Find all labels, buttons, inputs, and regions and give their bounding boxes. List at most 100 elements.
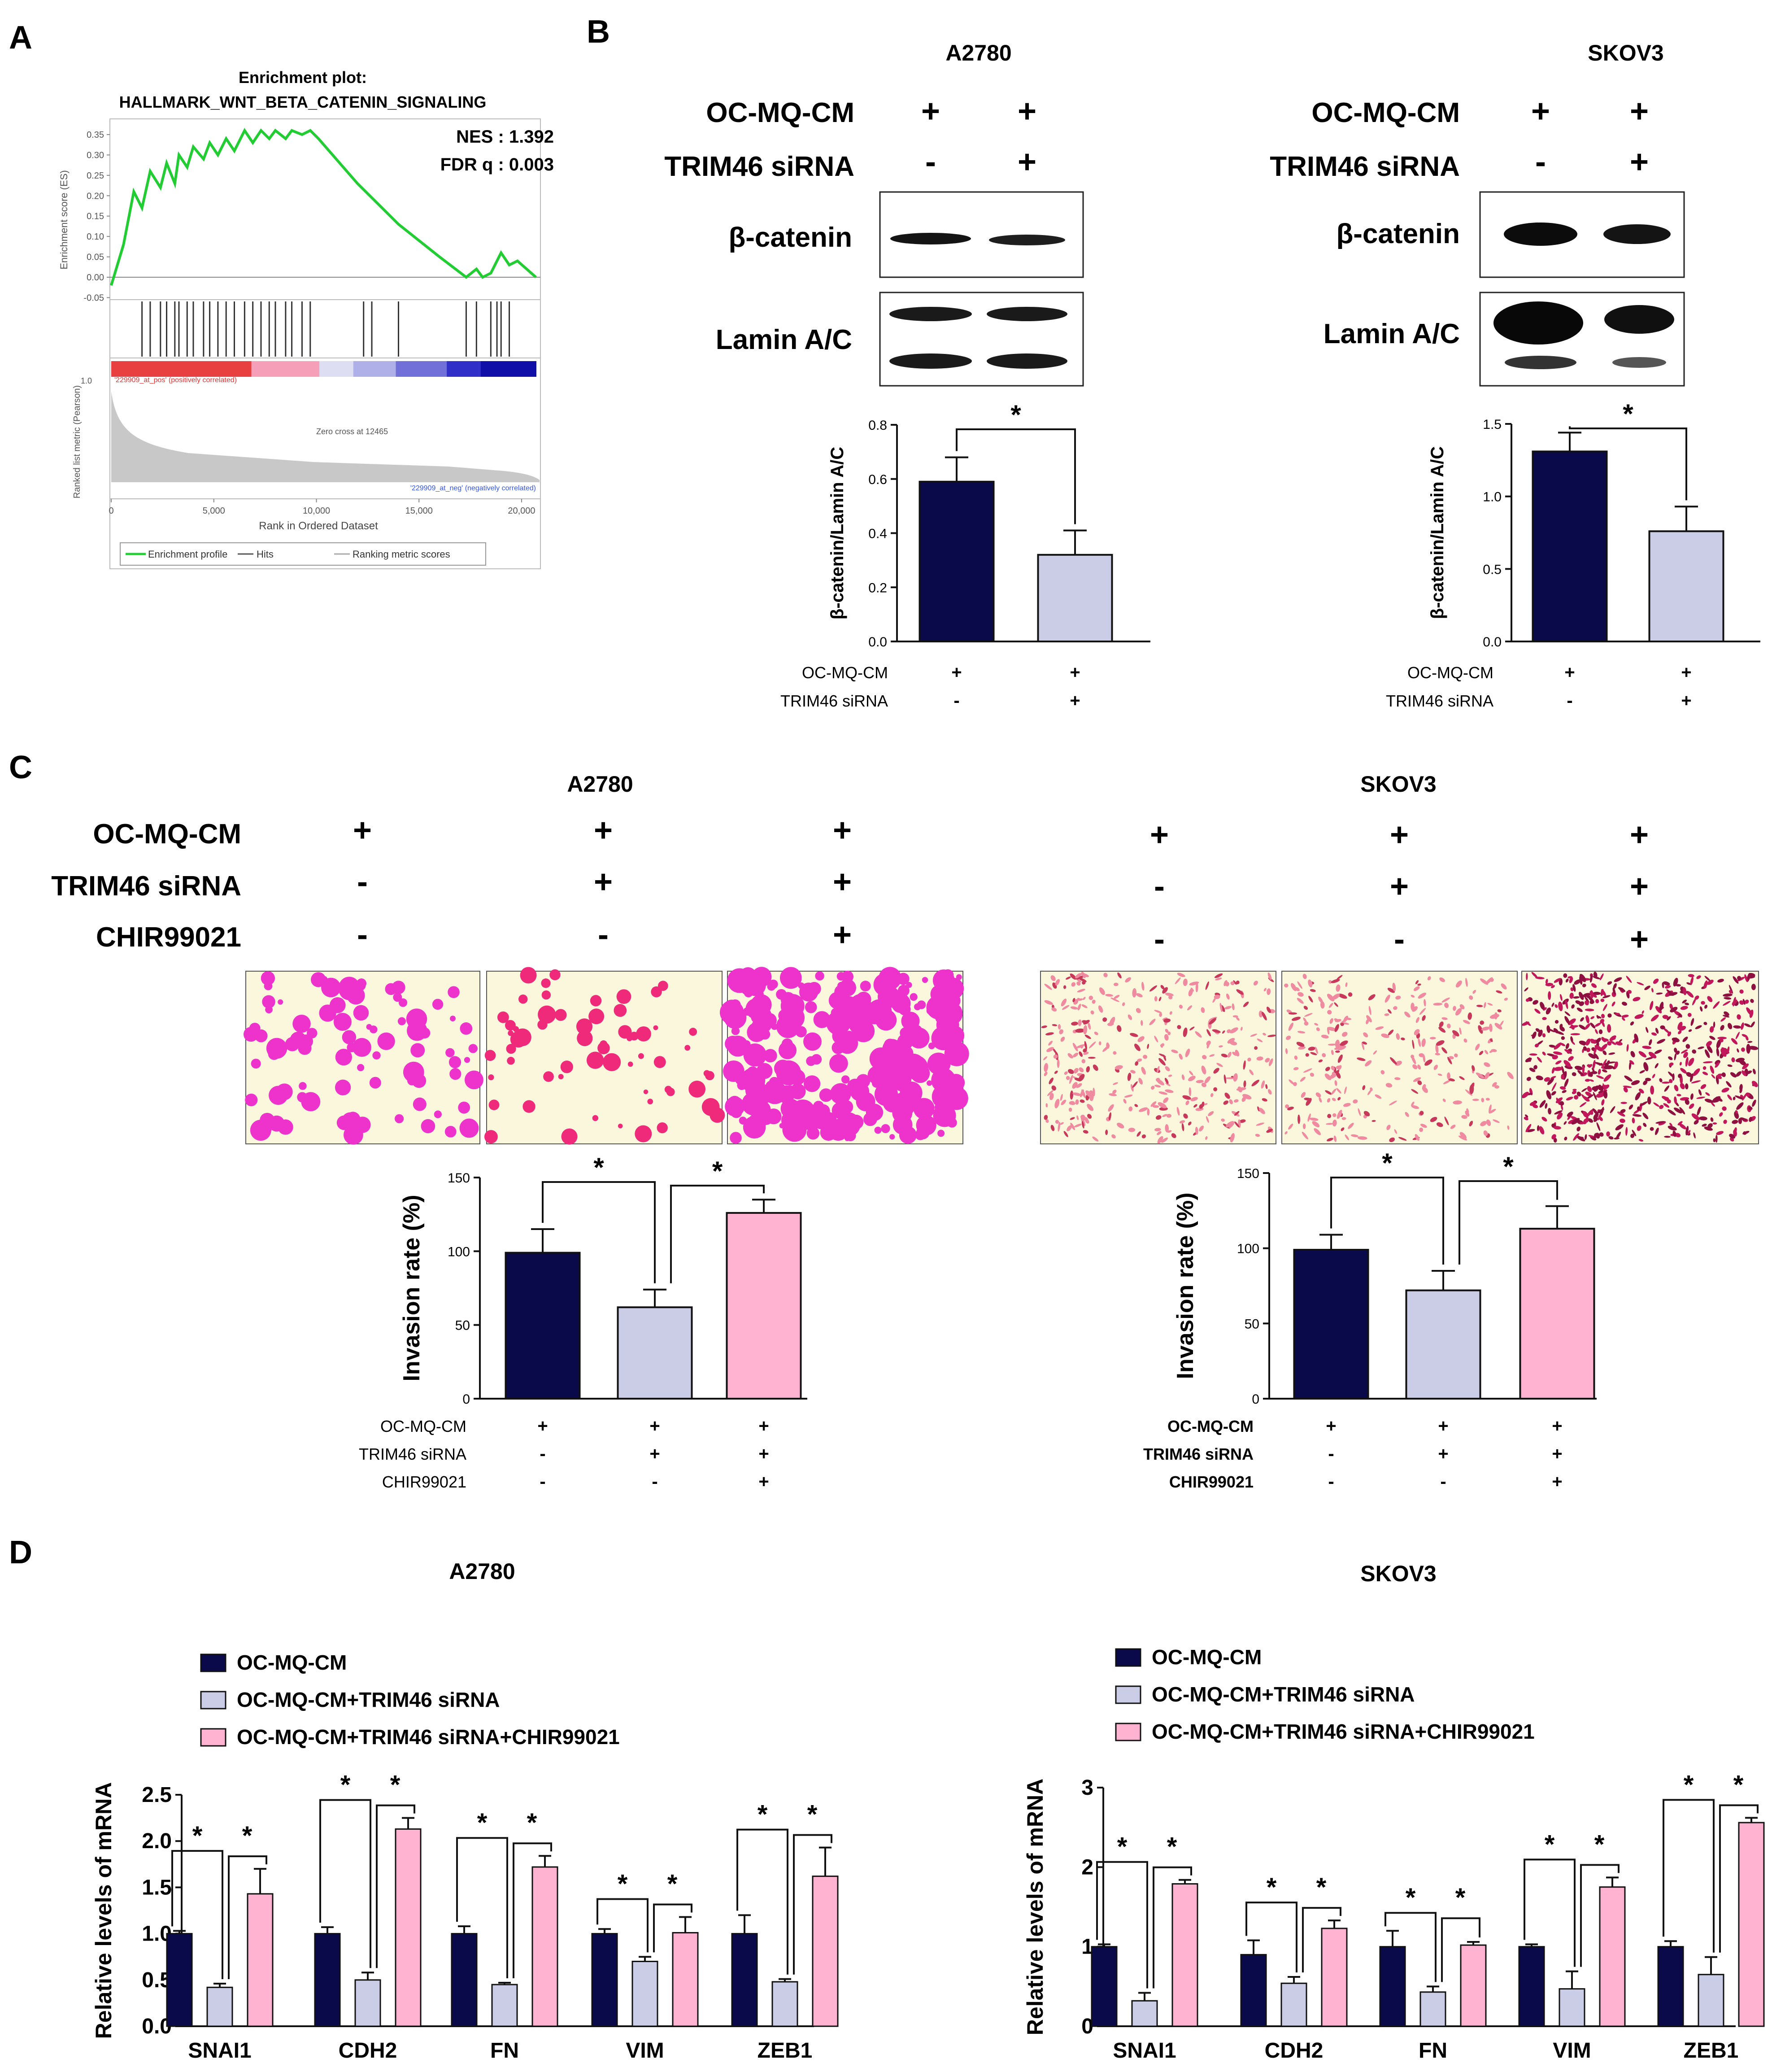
cell-cluster [856,1092,875,1112]
cell [1601,1014,1605,1018]
cell [1655,1121,1665,1124]
cell [1375,1094,1382,1099]
cell [1441,997,1450,1003]
significance-bracket [513,1842,552,1978]
cell [1331,1065,1335,1071]
cell [1113,982,1119,986]
cell [1117,1122,1124,1129]
blot-skov3-lamin-band-1b [1505,356,1576,369]
cell [1241,1096,1246,1102]
cell [1195,1031,1202,1038]
cell [1700,1006,1703,1012]
cell [1685,1044,1690,1049]
cell [1185,1100,1189,1105]
cell [1559,1026,1565,1032]
cell [1570,1036,1573,1043]
cell [1682,1036,1688,1042]
blot-a2780-lamin-band-1b [889,353,972,369]
cell [1188,1076,1196,1082]
cell [1183,978,1188,986]
cell [1630,1021,1634,1026]
cell [1389,1100,1397,1106]
cell-cluster [902,1069,910,1077]
gsea-es-ytick: 0.00 [87,273,104,283]
cell [1301,1092,1306,1098]
cell [1593,1053,1599,1060]
cell [1165,1124,1169,1133]
cell-cluster [407,1020,427,1041]
category-label: CDH2 [339,2039,397,2063]
cell [1083,1051,1089,1055]
cell-cluster [759,1111,773,1125]
cell-cluster [927,1080,932,1086]
cell [1232,1015,1238,1018]
cell-cluster [244,1027,259,1042]
cell [1222,1030,1225,1034]
cell [1484,1050,1489,1055]
cell [1564,1049,1572,1054]
cell [1642,1046,1652,1049]
cell [1441,1017,1448,1020]
condition-symbol: + [758,1472,769,1492]
cell [1157,1131,1162,1135]
cell [1412,1006,1418,1012]
cell [1394,1129,1398,1134]
cell [1560,994,1563,1001]
cell [1371,1120,1376,1122]
cell [1742,1092,1747,1101]
cell [1326,1123,1333,1125]
cell [1748,1106,1753,1110]
cell [1417,1064,1421,1070]
blot-skov3-lamin-band-2b [1612,357,1666,368]
cell-cluster [745,1079,767,1101]
cell [1085,1090,1093,1098]
cell-cluster [513,1026,519,1032]
bar [505,1252,581,1400]
cell-cluster [688,1081,706,1098]
cell [1492,1082,1497,1087]
cell-cluster [771,1023,778,1030]
cell [1335,1050,1340,1053]
cell [1341,1127,1345,1131]
cell-cluster [786,1085,794,1093]
invasion-micrographs-a2780 [244,967,969,1145]
cell [1485,1072,1490,1079]
cell [1254,1046,1258,1050]
condition-row-label: TRIM46 siRNA [780,692,888,710]
cell [1543,1007,1547,1011]
cell [1257,1106,1260,1112]
cell [1286,1009,1292,1013]
cell [1586,1047,1590,1052]
cell [1251,1079,1259,1086]
cell [1256,1056,1263,1061]
cell [1733,976,1739,984]
y-tick-label: 150 [448,1171,470,1186]
cell [1334,1002,1338,1007]
gsea-legend-metric: Ranking metric scores [353,549,450,560]
cell [1476,1004,1483,1008]
cell [1236,1087,1246,1091]
blot-skov3-cm-label: OC-MQ-CM [1311,97,1460,128]
cell [1551,1067,1555,1074]
cell [1558,1001,1563,1012]
cell [1098,1005,1103,1013]
cell [1444,1003,1449,1008]
cell [1697,1106,1701,1116]
cell [1641,1010,1644,1014]
cell [1132,1081,1138,1088]
cell [1469,1121,1473,1126]
cell [1615,1131,1621,1139]
cell-cluster [832,1027,849,1044]
cell [1637,982,1644,986]
cell [1608,1052,1615,1055]
cell [1657,1039,1666,1044]
cell [1420,1124,1427,1128]
cell [1569,992,1574,999]
cell [1735,1110,1738,1114]
cell [1553,1126,1561,1130]
cell [1563,1121,1567,1125]
cell [1536,1075,1543,1081]
cell [1318,1059,1323,1063]
bar [247,1893,274,2027]
y-axis-label: Relative levels of mRNA [1023,1779,1048,2035]
